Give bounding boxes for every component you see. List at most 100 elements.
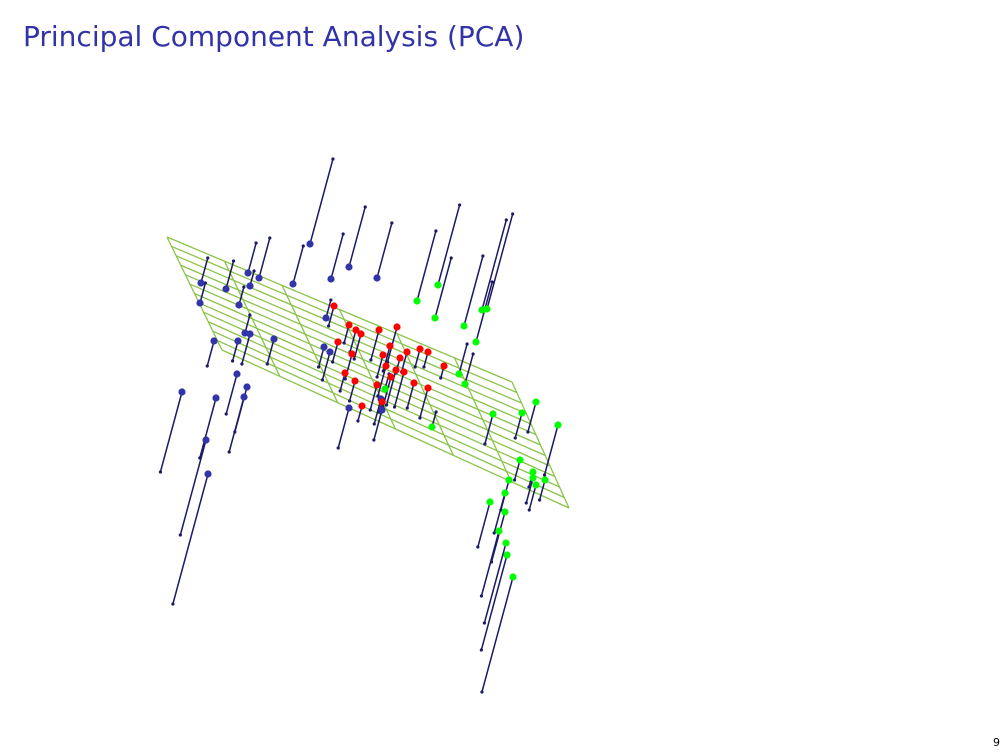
projected-point [329,298,333,302]
projection-line [463,255,484,327]
data-point-class-c [381,385,389,393]
data-point-class-b [400,368,408,376]
data-point-class-a [197,279,205,287]
projection-line [377,365,387,397]
projection-lines [158,157,559,694]
projected-point [327,324,331,328]
plane-grid-line [338,309,397,430]
projection-line [247,242,257,274]
projected-point [206,256,210,260]
projected-point [449,256,453,260]
projected-point [342,341,346,345]
projection-plane [166,236,570,509]
projected-point [458,203,462,207]
projection-line [528,484,537,511]
projection-line [406,382,415,409]
data-point-class-c [472,338,480,346]
projection-line [527,401,537,433]
projection-line [258,237,271,279]
projected-point [527,485,531,489]
projected-point [356,419,360,423]
projected-point [331,157,335,161]
projection-line [480,530,500,597]
data-point-class-a [234,337,242,345]
projection-line [337,407,350,449]
data-point-class-c [431,314,439,322]
data-point-class-a [235,301,243,309]
projected-point [482,621,486,625]
data-point-class-a [326,348,334,356]
data-point-class-a [322,314,330,322]
projection-line [437,204,461,286]
data-point-class-c [428,423,436,431]
data-point-class-a [270,335,278,343]
projected-point [527,508,531,512]
projected-point [254,241,258,245]
projected-point [178,533,182,537]
data-point-class-a [246,282,254,290]
data-point-class-a [378,406,386,414]
data-point-class-a [204,470,212,478]
data-point-class-a [240,393,248,401]
projected-point [240,362,244,366]
data-point-class-b [330,302,338,310]
data-point-class-c [455,370,463,378]
projected-point [405,406,409,410]
data-point-class-c [483,305,491,313]
projected-point [242,285,246,289]
data-point-class-c [486,498,494,506]
projected-point [483,442,487,446]
data-point-class-a [196,299,204,307]
projected-point [490,280,494,284]
data-point-class-b [387,373,395,381]
data-point-class-b [403,348,411,356]
projected-point [369,358,373,362]
projection-line [483,542,507,624]
projection-line [481,219,508,311]
data-point-class-a [244,269,252,277]
plane-grid-line [511,381,570,509]
data-point-class-b [341,369,349,377]
data-point-class-c [509,573,517,581]
projected-point [375,375,379,379]
projection-line [206,340,215,367]
data-point-class-a [233,370,241,378]
data-point-class-a [289,280,297,288]
projection-line [266,338,275,365]
projected-point [481,254,485,258]
data-point-class-c [532,398,540,406]
data-point-class-b [440,362,448,370]
data-point-class-c [461,380,469,388]
data-point-class-b [378,398,386,406]
projection-line [241,333,251,365]
data-point-class-b [396,354,404,362]
projection-line [480,554,508,651]
projection-line [514,412,523,439]
data-point-class-c [502,539,510,547]
data-point-class-a [320,343,328,351]
data-point-class-b [379,351,387,359]
projection-line [330,233,344,280]
projection-line [309,158,334,245]
data-point-class-b [351,377,359,385]
projected-point [341,232,345,236]
projected-point [368,408,372,412]
projected-point [268,236,272,240]
data-point-class-a [373,274,381,282]
data-point-class-a [327,275,335,283]
projected-point [422,365,426,369]
projected-point [158,470,162,474]
projected-point [511,212,515,216]
data-point-class-c [501,489,509,497]
data-point-class-a [210,337,218,345]
data-point-class-b [334,338,342,346]
data-point-class-a [202,436,210,444]
projection-line [525,477,534,504]
projected-point [418,416,422,420]
data-point-class-a [212,394,220,402]
page-number: 9 [993,736,1000,749]
data-point-class-a [246,330,254,338]
projected-point [526,430,530,434]
projection-line [369,384,378,411]
projection-line [393,371,405,408]
